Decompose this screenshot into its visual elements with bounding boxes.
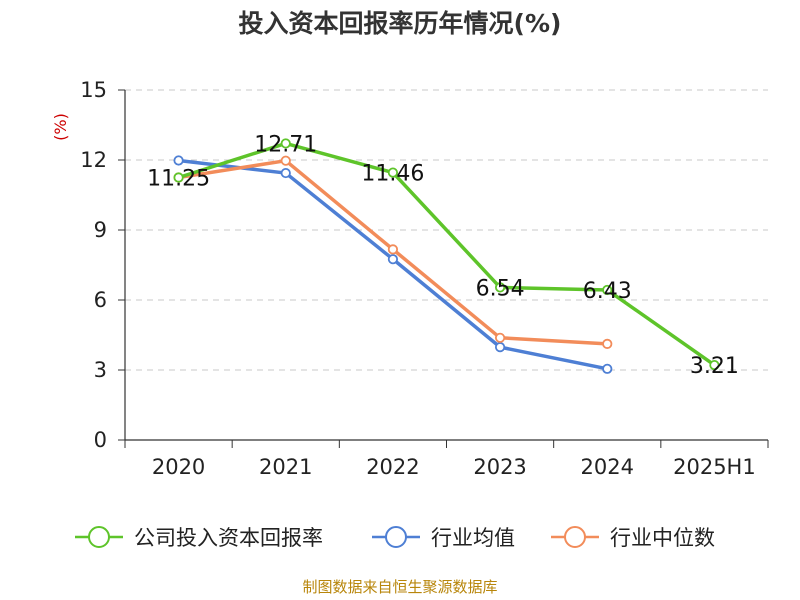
- legend-marker: [88, 526, 110, 548]
- data-point: [280, 155, 291, 166]
- x-tick-label: 2024: [581, 455, 634, 479]
- legend-label: 公司投入资本回报率: [134, 526, 323, 550]
- data-point: [173, 155, 184, 166]
- data-point: [602, 338, 613, 349]
- data-point: [173, 172, 184, 183]
- y-axis-unit: (%): [51, 113, 70, 141]
- data-point: [387, 254, 399, 265]
- y-tick-label: 0: [94, 428, 107, 452]
- x-tick-label: 2023: [473, 455, 526, 479]
- data-label: 6.54: [476, 276, 525, 301]
- legend-label: 行业均值: [431, 526, 515, 550]
- chart-title: 投入资本回报率历年情况(%): [239, 9, 562, 38]
- series-lines: [173, 138, 720, 374]
- x-tick-label: 2022: [366, 455, 419, 479]
- data-point: [602, 284, 613, 296]
- data-label: 3.21: [690, 354, 739, 379]
- data-point: [387, 244, 399, 255]
- source-note: 制图数据来自恒生聚源数据库: [302, 578, 497, 596]
- axes: 0 3 6 9 12 15 2020 2021 2022 2023 2024 2025H1: [80, 78, 769, 479]
- data-label: 11.25: [147, 167, 210, 192]
- x-tick-label: 2021: [259, 455, 312, 479]
- data-point: [602, 363, 613, 374]
- data-point: [387, 167, 399, 178]
- data-label: 11.46: [361, 162, 424, 187]
- legend-marker: [385, 526, 407, 548]
- data-point: [494, 332, 506, 343]
- legend-label: 行业中位数: [610, 526, 715, 550]
- data-point: [280, 167, 291, 179]
- y-tick-label: 12: [80, 148, 107, 172]
- y-tick-label: 6: [94, 288, 107, 312]
- x-tick-label: 2020: [152, 455, 205, 479]
- data-label: 12.71: [254, 132, 317, 157]
- series-line: [178, 141, 716, 367]
- y-tick-label: 9: [94, 218, 107, 242]
- x-tick-label: 2025H1: [673, 455, 756, 479]
- legend: 公司投入资本回报率 行业均值 行业中位数: [75, 526, 715, 550]
- data-label: 6.43: [583, 279, 632, 304]
- data-point: [709, 359, 720, 371]
- data-point: [494, 282, 506, 293]
- legend-marker: [564, 526, 586, 548]
- data-labels: 11.25 12.71 11.46 6.54 6.43 3.21: [147, 132, 739, 379]
- y-tick-label: 3: [94, 358, 107, 382]
- y-tick-label: 15: [80, 78, 107, 102]
- data-point: [494, 342, 506, 353]
- series-line: [178, 158, 608, 371]
- data-point: [280, 138, 291, 149]
